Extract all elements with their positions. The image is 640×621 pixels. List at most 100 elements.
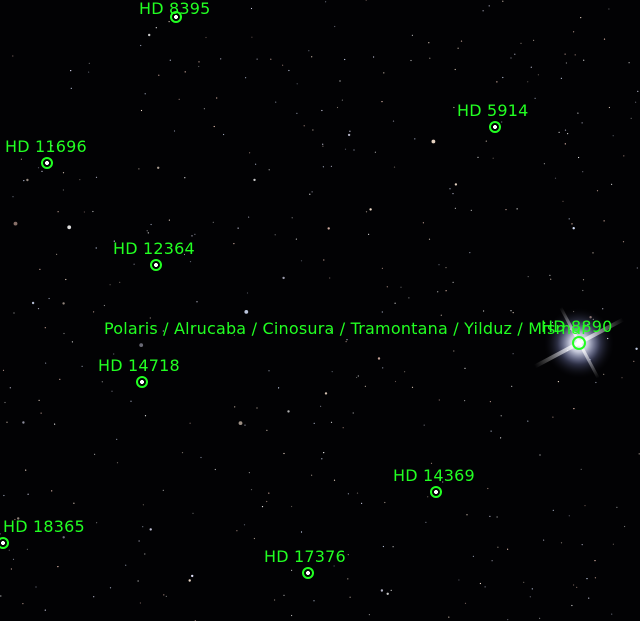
background-star — [324, 392, 328, 395]
background-star — [624, 525, 626, 528]
background-star — [477, 156, 479, 158]
background-star — [233, 334, 235, 336]
background-star — [308, 50, 310, 52]
background-star — [549, 274, 551, 276]
background-star — [251, 36, 253, 38]
background-star — [138, 540, 140, 542]
background-star — [168, 21, 170, 23]
background-star — [582, 279, 585, 281]
background-star — [527, 420, 529, 422]
background-star — [500, 437, 502, 439]
background-star — [270, 58, 272, 60]
star-marker-hd-14369[interactable] — [430, 486, 442, 498]
background-star — [423, 424, 425, 426]
background-star — [54, 423, 56, 425]
background-star — [603, 38, 606, 40]
background-star — [116, 462, 119, 464]
background-star — [113, 240, 115, 242]
background-star — [452, 281, 454, 283]
background-star — [633, 360, 635, 362]
background-star — [491, 560, 493, 562]
star-marker-hd-11696[interactable] — [41, 157, 53, 169]
background-star — [329, 329, 331, 332]
background-star — [380, 589, 384, 592]
background-star — [194, 233, 196, 235]
background-star — [169, 59, 171, 61]
star-label-hd-8395: HD 8395 — [139, 0, 211, 18]
background-star — [79, 179, 81, 181]
star-marker-polaris[interactable] — [572, 336, 586, 350]
background-star — [502, 76, 504, 79]
star-marker-hd-8395[interactable] — [170, 11, 182, 23]
background-star — [496, 81, 498, 83]
background-star — [410, 59, 412, 62]
background-star — [386, 286, 388, 288]
background-star — [6, 421, 8, 423]
star-label-hd-11696: HD 11696 — [5, 137, 87, 156]
background-star — [431, 139, 436, 144]
background-star — [183, 253, 186, 256]
background-star — [296, 83, 298, 85]
background-star — [2, 369, 5, 371]
background-star — [511, 385, 513, 387]
background-star — [374, 151, 376, 153]
background-star — [445, 290, 447, 292]
background-star — [390, 589, 392, 592]
background-star — [253, 178, 256, 182]
background-star — [311, 191, 313, 193]
background-star — [404, 371, 406, 373]
background-star — [248, 472, 250, 474]
background-star — [369, 208, 372, 211]
background-star — [300, 531, 303, 533]
background-star — [275, 101, 277, 103]
background-star — [163, 594, 165, 596]
background-star — [584, 505, 586, 507]
background-star — [346, 339, 348, 341]
background-star — [62, 536, 65, 539]
background-star — [635, 347, 638, 350]
background-star — [45, 362, 47, 364]
background-star — [48, 297, 50, 300]
background-star — [70, 87, 72, 89]
background-star — [571, 604, 573, 607]
background-star — [325, 1, 327, 3]
background-star — [430, 462, 433, 464]
background-star — [381, 267, 383, 269]
background-star — [178, 98, 180, 100]
background-star — [62, 189, 64, 191]
background-star — [291, 217, 293, 219]
background-star — [621, 377, 623, 379]
background-star — [322, 166, 324, 168]
background-star — [94, 453, 96, 455]
star-label-hd-8890: HD 8890 — [541, 317, 613, 336]
background-star — [411, 34, 413, 36]
background-star — [534, 97, 536, 99]
background-star — [327, 227, 330, 230]
star-marker-hd-17376[interactable] — [302, 567, 314, 579]
background-star — [339, 80, 341, 82]
background-star — [608, 106, 611, 109]
background-star — [57, 211, 59, 213]
background-star — [342, 427, 344, 429]
background-star — [345, 341, 347, 343]
background-star — [236, 530, 238, 532]
star-marker-hd-5914[interactable] — [489, 121, 501, 133]
background-star — [192, 512, 194, 514]
background-star — [142, 504, 144, 506]
background-star — [344, 148, 347, 150]
star-marker-hd-18365[interactable] — [0, 537, 9, 549]
background-star — [365, 0, 367, 1]
background-star — [527, 276, 529, 278]
background-star — [138, 168, 140, 170]
background-star — [140, 109, 143, 112]
background-star — [95, 247, 97, 249]
background-star — [453, 106, 455, 109]
star-marker-hd-12364[interactable] — [150, 259, 162, 271]
background-star — [198, 61, 200, 63]
background-star — [162, 330, 164, 332]
background-star — [334, 25, 336, 28]
background-star — [0, 533, 1, 535]
background-star — [51, 490, 53, 492]
star-marker-hd-14718[interactable] — [136, 376, 148, 388]
